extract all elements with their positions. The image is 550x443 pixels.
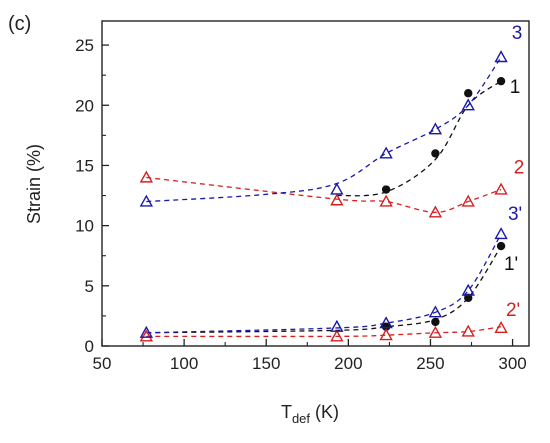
data-point [428,325,443,338]
data-point [461,283,475,296]
x-tick-label: 250 [416,354,444,373]
data-point [494,50,508,63]
data-point [379,316,393,329]
x-axis-title-main: T [281,402,292,422]
data-point [461,324,475,337]
series-label: 2' [506,300,520,321]
data-point [496,76,506,86]
fit-line-3 [146,56,502,203]
fit-line-2 [146,176,502,214]
data-point [431,317,440,327]
data-point [461,194,475,207]
data-point [139,194,154,207]
data-markers [139,50,508,342]
fit-line-1' [146,245,502,334]
plot-area [101,20,530,347]
data-point [494,321,508,334]
data-point [379,146,393,159]
fit-line-3' [146,233,502,334]
data-point [139,325,154,338]
x-tick-label: 300 [498,354,526,373]
data-point [428,305,443,318]
x-tick-label: 200 [334,354,362,373]
data-point [139,329,154,342]
data-point [379,328,393,341]
x-tick-label: 150 [252,354,280,373]
series-label: 2 [514,158,525,179]
y-axis: 0 5 10 15 20 25 [75,36,109,356]
fit-lines [146,56,502,338]
data-point [381,185,391,194]
panel-label: (c) [8,13,31,35]
data-point [464,293,473,303]
plot-frame [101,20,530,347]
data-point [428,122,443,135]
x-axis-title: Tdef (K) [281,402,339,426]
x-axis-title-subscript: def [292,411,310,426]
y-tick-label: 10 [75,217,94,236]
data-point [464,89,473,98]
series-labels: 1 2 3 1' 2' 3' [504,23,524,321]
series-label: 3 [512,23,523,44]
y-axis-title: Strain (%) [24,144,44,224]
series-label: 3' [508,204,522,225]
data-point [428,205,443,218]
x-axis-title-unit: (K) [310,402,339,422]
data-point [494,182,508,195]
data-point [330,329,344,342]
y-tick-label: 20 [75,96,94,115]
x-axis: 50 100 150 200 250 300 [93,339,527,373]
data-point [381,322,391,331]
data-point [330,193,344,206]
data-point [496,241,506,251]
series-label: 1 [510,77,521,98]
data-point [139,170,154,183]
data-point [330,319,344,332]
data-point [379,194,393,207]
y-tick-label: 25 [75,36,94,55]
data-point [461,98,475,111]
data-point [494,227,508,240]
series-label: 1' [504,254,518,275]
x-tick-label: 100 [170,354,198,373]
data-point [431,149,440,158]
y-tick-label: 15 [75,156,94,175]
y-tick-label: 0 [85,337,94,356]
data-point [330,182,344,195]
fit-line-1 [336,80,502,197]
fit-line-2' [146,326,502,338]
x-tick-label: 50 [93,354,112,373]
y-tick-label: 5 [85,277,94,296]
